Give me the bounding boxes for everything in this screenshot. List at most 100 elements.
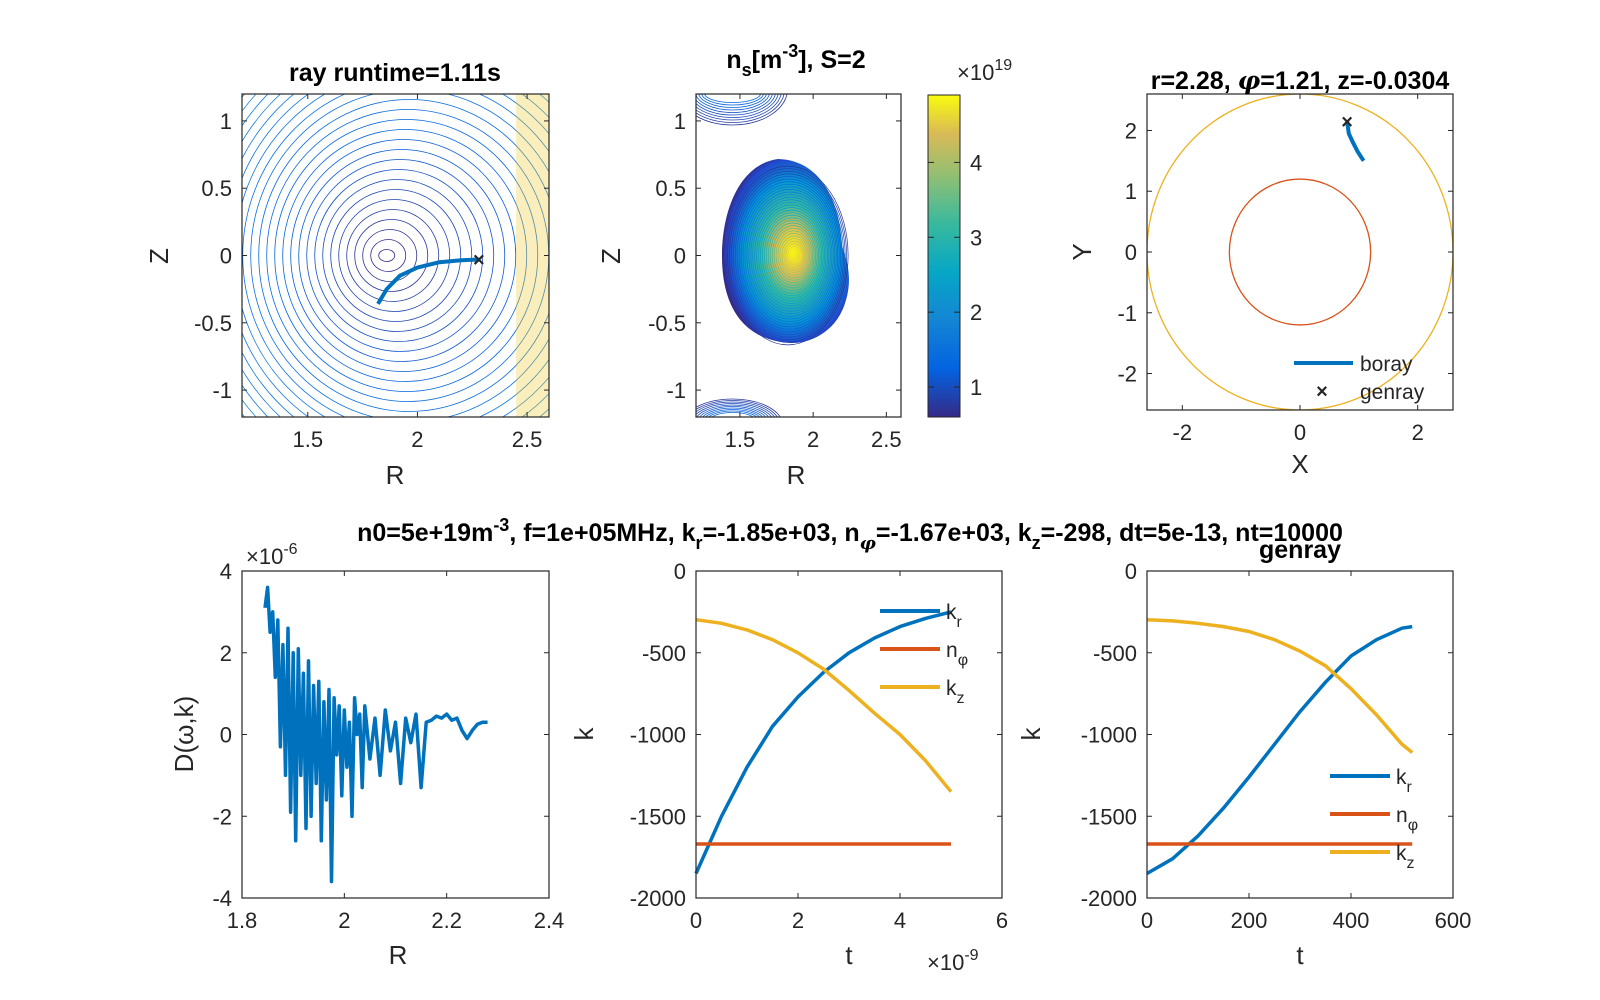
bottom-lobe-contour xyxy=(696,400,778,417)
density-contour xyxy=(775,230,812,281)
x-tick-label: 600 xyxy=(1435,908,1472,933)
panel-4-dispersion: 1.8 2 2.2 2.4 -4 -2 0 2 4 ×10-6 R D(ω,k) xyxy=(169,541,564,970)
bottom-lobe-contour xyxy=(705,409,761,417)
p3-legend: boray × genray xyxy=(1294,353,1425,404)
p4-tick-labels: 1.8 2 2.2 2.4 -4 -2 0 2 4 xyxy=(212,559,564,933)
y-tick-label: 1 xyxy=(674,109,686,134)
y-tick-label: -2000 xyxy=(1081,886,1137,911)
colorbar-ticks: 1 2 3 4 xyxy=(928,150,982,400)
y-tick-label: -1500 xyxy=(630,804,686,829)
p3-ray-line xyxy=(1345,121,1366,162)
top-lobe-contour xyxy=(696,94,788,126)
p6-series-2 xyxy=(1146,617,1414,754)
x-tick-label: 1.8 xyxy=(227,908,258,933)
p1-axes-box xyxy=(241,93,550,418)
y-tick-label: 0.5 xyxy=(655,176,686,201)
p1-genray-marker: × xyxy=(473,250,485,272)
legend-genray-marker: × xyxy=(1316,381,1328,403)
flux-contour xyxy=(0,0,967,782)
boundary-circle xyxy=(1228,178,1372,326)
flux-contour xyxy=(123,0,747,582)
y-tick-label: 0 xyxy=(220,244,232,269)
legend-label: kz xyxy=(1396,842,1415,872)
x-tick-label: 2.2 xyxy=(431,908,462,933)
flux-contour xyxy=(0,0,923,742)
flux-contour xyxy=(115,0,758,592)
legend-boray-label: boray xyxy=(1360,353,1413,376)
density-contour xyxy=(750,196,831,315)
y-tick-label: -2 xyxy=(1117,362,1137,387)
p5-xlabel: t xyxy=(845,940,853,970)
density-contour xyxy=(783,240,806,271)
p5-legend: kr nφ kz xyxy=(880,601,968,707)
density-contour xyxy=(789,248,802,263)
bottom-lobe-contour xyxy=(708,410,758,417)
p2-title: ns[m-3], S=2 xyxy=(726,41,865,80)
density-contour xyxy=(767,220,818,291)
y-tick-label: -2 xyxy=(212,804,232,829)
flux-contour xyxy=(274,119,539,392)
x-tick-label: 1.5 xyxy=(725,427,756,452)
density-contour xyxy=(754,201,828,310)
flux-contour xyxy=(370,239,407,272)
p2-tick-labels: 1.5 2 2.5 -1 -0.5 0 0.5 1 xyxy=(648,94,902,452)
p2-xlabel: R xyxy=(787,460,806,490)
top-lobe-contour xyxy=(696,94,785,123)
bottom-lobe-contour xyxy=(696,404,769,417)
x-tick-label: 400 xyxy=(1333,908,1370,933)
density-contour xyxy=(748,194,833,317)
p6-series-0 xyxy=(1146,624,1413,876)
p2-density-blob xyxy=(722,159,849,344)
flux-contour xyxy=(242,94,282,417)
p1-xlabel: R xyxy=(386,460,405,490)
p2-contour-lines xyxy=(696,94,849,417)
p4-ylabel: D(ω,k) xyxy=(169,696,199,773)
y-tick-label: 0 xyxy=(674,244,686,269)
flux-contour xyxy=(314,169,484,342)
p5-plot-area xyxy=(694,610,953,875)
flux-contour xyxy=(250,94,549,417)
x-tick-label: 1.5 xyxy=(292,427,323,452)
x-tick-label: 0 xyxy=(690,908,702,933)
top-lobe-contour xyxy=(696,94,770,111)
bottom-lobe-contour xyxy=(702,407,764,417)
p4-xlabel: R xyxy=(389,940,408,970)
p4-dispersion-line xyxy=(263,585,488,884)
p3-tick-labels: -2 0 2 -2 -1 0 1 2 xyxy=(1117,94,1453,445)
density-contour xyxy=(734,176,843,335)
top-lobe-contour xyxy=(696,94,782,121)
y-tick-label: 0 xyxy=(674,559,686,584)
legend-label: kz xyxy=(946,677,965,707)
p3-title: r=2.28, φ=1.21, z=-0.0304 xyxy=(1151,66,1450,95)
density-contour xyxy=(732,173,845,338)
x-tick-label: 2.5 xyxy=(512,427,543,452)
y-tick-label: 2 xyxy=(1125,118,1137,143)
y-tick-label: -1 xyxy=(212,378,232,403)
flux-contour xyxy=(35,0,868,692)
flux-contour xyxy=(107,0,769,602)
x-tick-label: 200 xyxy=(1231,908,1268,933)
y-tick-label: -0.5 xyxy=(648,311,686,336)
flux-contour xyxy=(59,0,835,662)
y-tick-label: -1 xyxy=(1117,301,1137,326)
top-lobe-contour xyxy=(704,94,761,103)
p5-tick-labels: 0 2 4 6 -2000 -1500 -1000 -500 0 xyxy=(630,559,1008,933)
density-contour xyxy=(738,181,840,330)
density-contour xyxy=(756,204,827,307)
x-tick-label: 6 xyxy=(996,908,1008,933)
p6-legend: kr nφ kz xyxy=(1330,766,1418,872)
p6-ylabel: k xyxy=(1016,727,1046,741)
y-tick-label: -500 xyxy=(642,641,686,666)
y-tick-label: 1 xyxy=(1125,179,1137,204)
y-tick-label: -500 xyxy=(1093,641,1137,666)
panel-1-contour: × 1.5 2 2.5 -1 -0.5 0 0.5 1 ray runtime=1.11s R… xyxy=(0,0,967,782)
p2-ylabel: Z xyxy=(596,248,626,264)
top-lobe-contour xyxy=(696,94,776,116)
flux-contour xyxy=(266,109,549,402)
p3-plot-area: × xyxy=(1147,94,1453,410)
p1-ray-line xyxy=(376,257,479,305)
legend-label: kr xyxy=(1396,766,1413,796)
p6-title: genray xyxy=(1259,536,1341,564)
x-tick-label: 2 xyxy=(792,908,804,933)
